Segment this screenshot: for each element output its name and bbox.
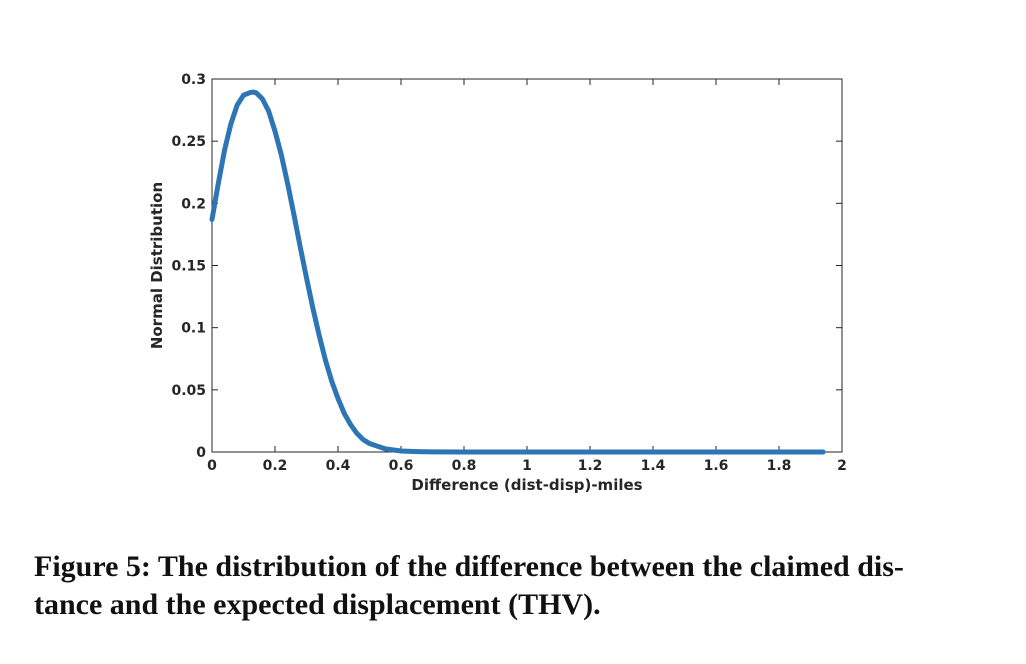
data-point [336,396,340,401]
y-tick-label: 0.05 [171,383,206,399]
y-tick-label: 0.25 [171,134,206,150]
x-tick-label: 0.6 [389,458,414,474]
data-point [229,122,233,126]
y-tick-label: 0.3 [181,72,206,88]
y-tick-label: 0 [196,445,206,461]
x-tick-label: 2 [837,458,847,474]
x-tick-label: 1.8 [767,458,792,474]
data-point [241,93,246,97]
x-axis-label: Difference (dist-disp)-miles [411,476,642,494]
x-tick-label: 1 [522,458,532,474]
data-point [349,423,353,427]
data-point [323,358,327,362]
data-point [210,217,214,222]
data-point [273,129,277,133]
data-point [651,450,655,454]
y-axis-label: Normal Distribution [148,182,166,349]
data-point [383,447,387,451]
x-tick-label: 0.8 [452,458,477,474]
data-point [286,181,290,185]
x-tick-label: 1.4 [641,458,666,474]
data-point [235,103,239,107]
data-point [525,450,529,454]
data-point [430,450,435,454]
data-point [292,212,296,217]
x-axis-ticks: 0 0.2 0.4 0.6 0.8 1 1.2 1.4 1.6 1.8 2 [207,79,847,474]
data-point [777,450,781,454]
caption-line-2: tance and the expected displacement (THV… [34,588,601,621]
chart: 0 0.2 0.4 0.6 0.8 1 1.2 1.4 1.6 1.8 2 0 0.05 0.1 0.15… [148,72,847,494]
y-axis-ticks: 0 0.05 0.1 0.15 0.2 0.25 0.3 [171,72,842,461]
data-point [714,450,718,454]
data-point [279,153,283,157]
data-point [588,450,592,454]
data-point [361,438,365,442]
x-tick-label: 0.2 [263,458,288,474]
figure-caption: Figure 5: The distribution of the differ… [34,548,994,624]
data-point [304,276,309,280]
x-tick-label: 0.4 [326,458,351,474]
data-point [367,441,372,446]
data-point [399,449,403,453]
data-point [248,91,252,95]
data-point [298,245,302,249]
data-point [267,109,271,113]
data-point [311,306,315,310]
data-point [216,181,220,185]
x-tick-label: 1.2 [578,458,603,474]
data-point [254,91,258,95]
data-point [462,450,466,454]
data-point [821,450,825,454]
data-point [317,333,321,337]
data-point [260,97,264,101]
data-point [330,379,334,383]
data-point [355,431,359,435]
y-tick-label: 0.15 [171,259,206,275]
data-point [415,450,419,454]
data-point [251,90,255,94]
x-tick-label: 1.6 [704,458,729,474]
series-line [209,89,826,455]
data-point [223,148,227,152]
x-tick-label: 0 [207,458,217,474]
y-tick-label: 0.2 [181,196,206,212]
y-tick-label: 0.1 [181,321,206,337]
series-group [209,89,826,455]
caption-line-1: Figure 5: The distribution of the differ… [34,550,904,583]
data-point [342,411,346,416]
